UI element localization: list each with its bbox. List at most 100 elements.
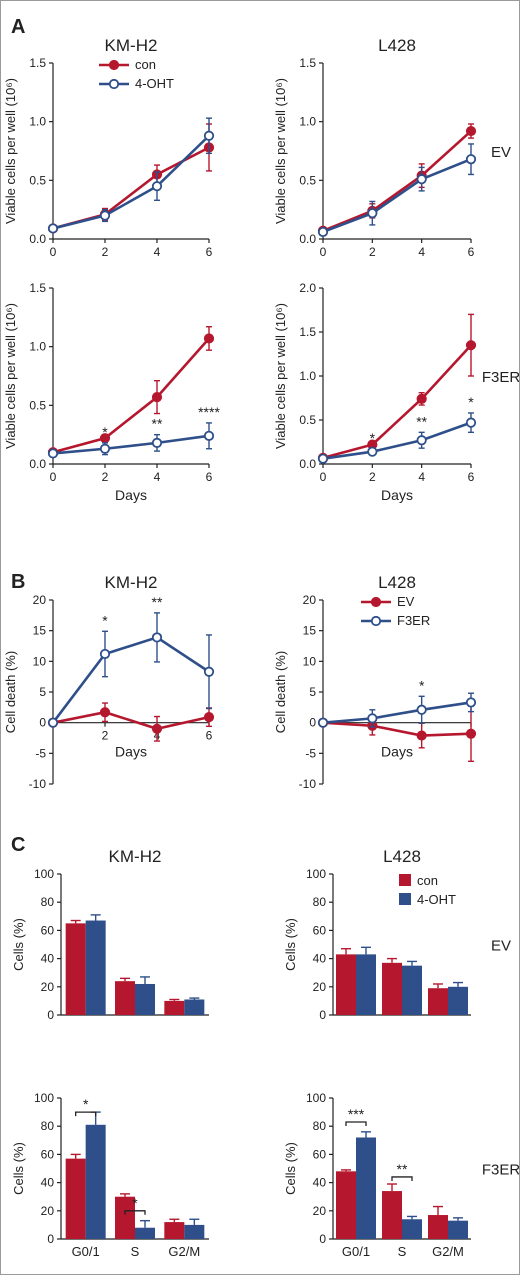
x-tick-label-c4: S: [398, 1244, 407, 1259]
side-label-c2: EV: [491, 938, 511, 955]
series-line-b2-1: [322, 701, 472, 724]
significance-marker-c4: ***: [348, 1106, 365, 1122]
panel-label-b: B: [11, 571, 25, 593]
y-tick-label-b2: 5: [309, 685, 316, 699]
y-tick-label-b2: -5: [305, 746, 316, 760]
series-line-a3-0: [52, 337, 210, 454]
significance-marker-a3: **: [152, 416, 163, 432]
y-tick-label-a2: 1.5: [299, 56, 316, 70]
bar-c1-1-1: [135, 983, 155, 1015]
significance-marker-b1: *: [102, 612, 108, 628]
bar-c1-0-0: [65, 923, 86, 1015]
y-tick-label-c1: 20: [41, 980, 55, 994]
y-axis-label-a2: Viable cells per well (10⁶): [273, 78, 288, 224]
bar-c2-1-1: [402, 965, 422, 1015]
x-tick-label-a1: 4: [154, 245, 161, 259]
data-point-a4: [465, 417, 477, 428]
data-point-b2: [465, 728, 477, 739]
data-point-b2: [416, 704, 427, 715]
data-point-a3: [99, 443, 111, 454]
data-point-b1: [151, 632, 163, 643]
y-tick-label-c2: 80: [313, 895, 327, 909]
x-tick-label-a2: 0: [320, 245, 327, 259]
side-label-c4: F3ER: [482, 1162, 519, 1179]
legend-label-a1: 4-OHT: [135, 76, 174, 91]
series-line-a2-0: [322, 130, 472, 232]
data-point-b1: [99, 707, 111, 718]
y-tick-label-c4: 60: [313, 1147, 327, 1161]
series-b1-0: [47, 702, 215, 742]
y-tick-label-b1: 10: [33, 654, 47, 668]
data-point-a4: [416, 393, 427, 404]
data-point-b1: [203, 712, 215, 723]
y-tick-label-b1: -10: [29, 777, 47, 791]
chart-title-a1: KM-H2: [105, 36, 158, 55]
data-point-a1: [203, 130, 215, 141]
legend-marker-a1: [108, 59, 120, 71]
y-tick-label-c1: 40: [41, 952, 55, 966]
y-tick-label-a4: 1.5: [299, 325, 316, 339]
side-label-a4: F3ER: [482, 369, 519, 386]
data-point-a2: [465, 154, 477, 165]
series-line-a2-1: [322, 158, 472, 234]
y-tick-label-c3: 20: [41, 1204, 55, 1218]
y-tick-label-a1: 1.0: [29, 115, 46, 129]
y-axis-label-a1: Viable cells per well (10⁶): [3, 78, 18, 224]
y-tick-label-a2: 0.5: [299, 173, 316, 187]
legend-label-b2: EV: [397, 594, 415, 609]
y-tick-label-c3: 60: [41, 1147, 55, 1161]
series-a4-0: [317, 313, 477, 463]
x-axis-label-a3: Days: [115, 487, 147, 503]
chart-title-c1: KM-H2: [109, 847, 162, 866]
y-tick-label-c3: 100: [34, 1091, 54, 1105]
y-tick-label-b2: 10: [303, 654, 317, 668]
significance-marker-a3: ****: [198, 404, 220, 420]
x-axis-label-b1: Days: [115, 744, 147, 760]
legend-marker-b2: [370, 615, 382, 627]
bar-c4-0-0: [336, 1171, 356, 1239]
y-tick-label-c1: 60: [41, 923, 55, 937]
y-tick-label-b1: 5: [39, 685, 46, 699]
bar-c3-2-1: [184, 1224, 205, 1239]
x-tick-label-a1: 0: [50, 245, 57, 259]
y-tick-label-b2: 0: [309, 716, 316, 730]
data-point-a2: [465, 125, 477, 137]
series-line-b1-0: [52, 710, 210, 731]
significance-marker-a3: *: [102, 424, 108, 440]
series-a3-1: [47, 422, 215, 459]
data-point-a3: [203, 430, 215, 441]
series-line-a4-1: [322, 421, 472, 461]
significance-bracket-c3: [124, 1210, 146, 1215]
legend-swatch-c2: [399, 893, 411, 905]
bar-c4-2-0: [428, 1215, 448, 1239]
significance-marker-c3: *: [132, 1195, 138, 1211]
chart-title-b1: KM-H2: [105, 573, 158, 592]
data-point-a3: [47, 448, 59, 459]
significance-bracket-c4: [345, 1121, 367, 1126]
bar-c2-1-0: [382, 962, 402, 1015]
data-point-a3: [151, 392, 163, 403]
y-tick-label-b2: 15: [303, 624, 317, 638]
bar-c1-2-0: [164, 1000, 185, 1015]
significance-bracket-c4: [391, 1176, 413, 1181]
significance-marker-a4: **: [416, 413, 427, 429]
legend-label-c2: con: [417, 873, 438, 888]
legend-marker-b2: [370, 596, 382, 608]
data-point-a3: [151, 437, 163, 448]
significance-marker-c3: *: [83, 1096, 89, 1112]
y-axis-label-b2: Cell death (%): [273, 651, 288, 733]
data-point-b1: [203, 666, 215, 677]
x-tick-label-a1: 2: [102, 245, 109, 259]
bar-c3-1-0: [115, 1196, 135, 1239]
legend-swatch-c2: [399, 874, 411, 886]
data-point-a2: [317, 226, 329, 238]
data-point-a2: [416, 174, 427, 185]
y-tick-label-a4: 0.0: [299, 457, 316, 471]
y-tick-label-c1: 80: [41, 895, 55, 909]
y-tick-label-b2: -10: [299, 777, 317, 791]
chart-title-b2: L428: [378, 573, 416, 592]
series-line-a3-1: [52, 434, 210, 455]
legend-label-a1: con: [135, 57, 156, 72]
panel-label-a: A: [11, 16, 25, 38]
x-tick-label-b1: 6: [206, 729, 213, 743]
